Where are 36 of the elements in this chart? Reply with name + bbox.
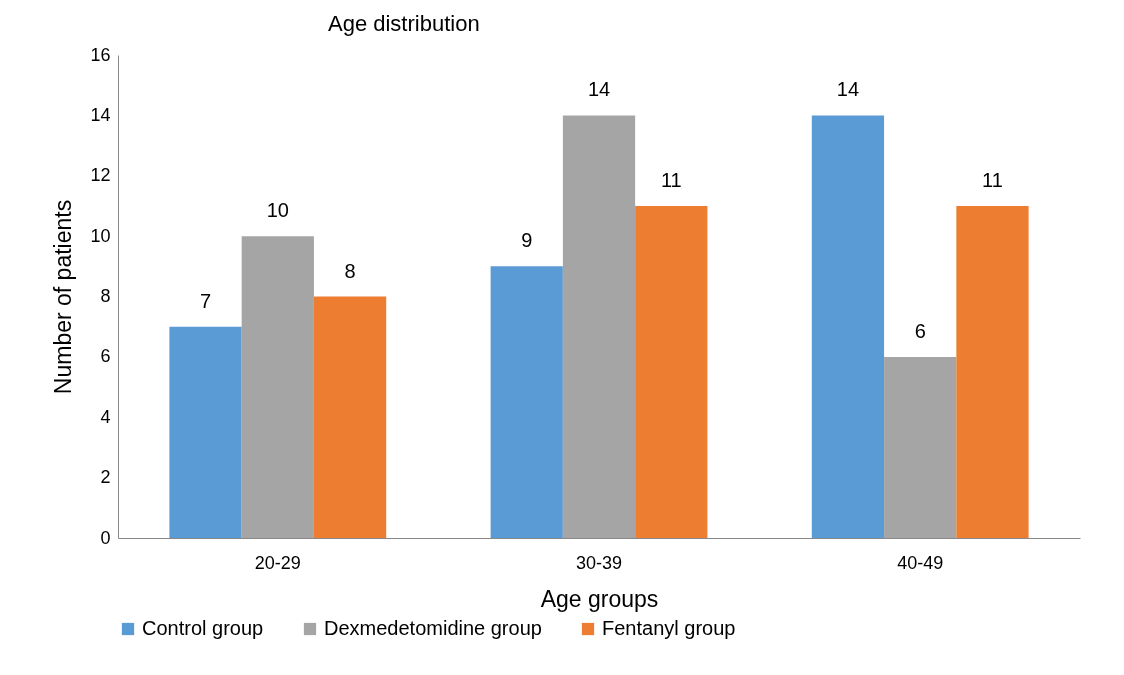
bar: [562, 115, 636, 538]
data-label: 14: [836, 78, 860, 101]
bar: [956, 205, 1029, 538]
data-label: 7: [199, 289, 212, 312]
y-tick-label: 6: [100, 346, 111, 367]
chart-title: Age distribution: [327, 11, 480, 36]
legend-label: Control group: [142, 617, 264, 639]
data-label: 10: [266, 199, 289, 222]
x-axis-title: Age groups: [540, 585, 659, 612]
data-label: 8: [344, 259, 356, 282]
data-label: 11: [982, 168, 1003, 191]
bar: [313, 296, 387, 538]
x-tick-label: 20-29: [254, 552, 301, 573]
data-label: 11: [660, 168, 682, 191]
bar: [241, 236, 314, 538]
bar: [811, 115, 885, 538]
y-tick-label: 0: [100, 527, 111, 548]
y-tick-label: 14: [90, 104, 111, 125]
y-tick-label: 12: [90, 165, 111, 186]
bar: [169, 326, 242, 538]
y-tick-label: 8: [100, 286, 111, 306]
y-tick-label: 2: [100, 467, 111, 488]
y-axis-title: Number of patients: [50, 199, 77, 395]
data-label: 9: [521, 229, 533, 252]
legend-label: Fentanyl group: [602, 617, 736, 639]
x-tick-label: 30-39: [575, 552, 623, 573]
bar: [884, 356, 957, 538]
y-tick-label: 4: [100, 406, 111, 427]
legend-label: Dexmedetomidine group: [324, 617, 542, 639]
y-tick-label: 10: [90, 225, 111, 246]
data-label: 6: [914, 319, 926, 342]
bar: [490, 266, 563, 538]
bar: [635, 205, 708, 538]
y-tick-label: 16: [90, 44, 111, 65]
data-label: 14: [587, 78, 611, 101]
x-tick-label: 40-49: [897, 552, 944, 573]
